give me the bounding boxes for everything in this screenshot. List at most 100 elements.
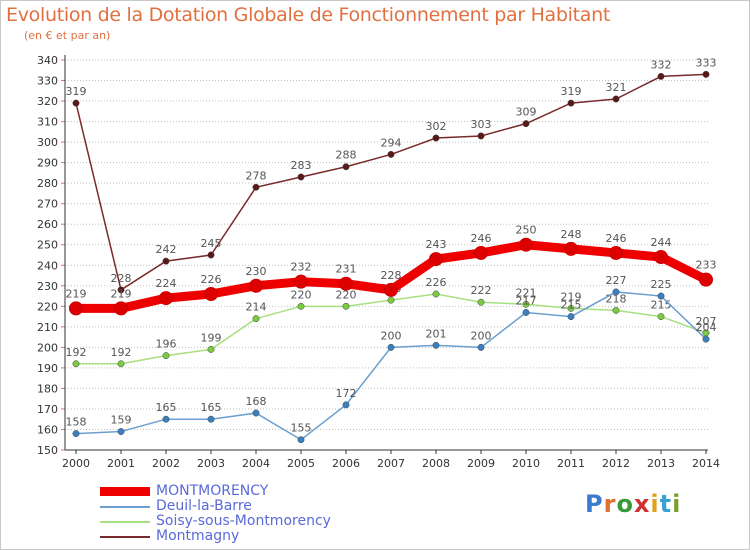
data-point	[252, 315, 260, 323]
x-tick-label: 2008	[422, 457, 450, 470]
x-tick-label: 2014	[692, 457, 720, 470]
data-label: 215	[651, 299, 672, 312]
x-tick-label: 2001	[107, 457, 135, 470]
data-point	[387, 343, 395, 351]
data-label: 332	[651, 58, 672, 71]
data-point	[564, 241, 578, 256]
data-label: 220	[336, 288, 357, 301]
data-point	[252, 183, 260, 191]
data-label: 244	[651, 236, 672, 249]
data-point	[72, 430, 80, 438]
data-label: 321	[606, 81, 627, 94]
y-tick-label: 310	[37, 116, 58, 129]
data-label: 226	[201, 273, 222, 286]
data-label: 159	[111, 414, 132, 427]
legend-swatch	[100, 520, 150, 523]
data-label: 214	[246, 301, 267, 314]
data-point	[567, 304, 575, 312]
data-label: 207	[696, 315, 717, 328]
data-label: 250	[516, 224, 537, 237]
data-label: 283	[291, 159, 312, 172]
data-point	[204, 287, 218, 301]
data-label: 242	[156, 243, 177, 256]
data-point	[432, 290, 440, 298]
data-point	[342, 401, 350, 409]
data-label: 168	[246, 395, 267, 408]
data-point	[657, 292, 665, 300]
data-point	[159, 291, 173, 306]
data-point	[612, 95, 620, 103]
y-tick-label: 150	[37, 444, 58, 457]
x-tick-label: 2007	[377, 457, 405, 470]
data-point	[567, 313, 575, 321]
data-point	[519, 237, 533, 252]
data-label: 303	[471, 118, 492, 131]
data-label: 232	[291, 261, 312, 274]
y-tick-label: 200	[37, 341, 58, 354]
data-label: 245	[201, 237, 222, 250]
data-point	[387, 150, 395, 158]
data-label: 228	[381, 269, 402, 282]
data-point	[612, 288, 620, 296]
legend-swatch	[100, 487, 150, 496]
legend-label: MONTMORENCY	[156, 483, 269, 499]
series-line-1	[75, 291, 707, 441]
data-point	[387, 296, 395, 304]
data-label: 309	[516, 106, 537, 119]
legend-label: Deuil-la-Barre	[156, 498, 252, 514]
y-tick-label: 160	[37, 423, 58, 436]
x-tick-label: 2009	[467, 457, 495, 470]
data-point	[249, 278, 263, 293]
data-point	[297, 173, 305, 181]
data-label: 199	[201, 331, 222, 344]
data-label: 319	[66, 85, 87, 98]
data-point	[207, 251, 215, 259]
data-point	[432, 341, 440, 349]
y-tick-label: 280	[37, 177, 58, 190]
data-point	[477, 343, 485, 351]
x-tick-label: 2010	[512, 457, 540, 470]
data-label: 158	[66, 416, 87, 429]
chart-title: Evolution de la Dotation Globale de Fonc…	[6, 4, 611, 26]
data-label: 201	[426, 327, 447, 340]
y-tick-label: 320	[37, 95, 58, 108]
y-tick-label: 270	[37, 198, 58, 211]
data-point	[699, 272, 713, 287]
legend-item: MONTMORENCY	[100, 484, 331, 499]
data-point	[609, 245, 623, 260]
y-tick-label: 190	[37, 362, 58, 375]
x-tick-label: 2002	[152, 457, 180, 470]
y-tick-label: 230	[37, 280, 58, 293]
data-point	[72, 99, 80, 107]
data-point	[522, 300, 530, 308]
data-label: 200	[381, 329, 402, 342]
legend-swatch	[100, 505, 150, 508]
x-tick-label: 2011	[557, 457, 585, 470]
legend-item: Montmagny	[100, 529, 331, 544]
data-label: 155	[291, 422, 312, 435]
data-label: 233	[696, 259, 717, 272]
x-tick-label: 2005	[287, 457, 315, 470]
data-point	[117, 286, 125, 294]
data-label: 228	[111, 272, 132, 285]
data-label: 278	[246, 169, 267, 182]
data-label: 246	[606, 232, 627, 245]
data-label: 333	[696, 56, 717, 69]
data-label: 226	[426, 276, 447, 289]
chart-subtitle: (en € et par an)	[24, 29, 111, 42]
data-point	[297, 436, 305, 444]
data-label: 165	[201, 401, 222, 414]
data-label: 215	[561, 299, 582, 312]
y-tick-label: 250	[37, 239, 58, 252]
data-label: 225	[651, 278, 672, 291]
data-label: 219	[66, 287, 87, 300]
data-point	[117, 428, 125, 435]
y-tick-label: 240	[37, 259, 58, 272]
data-label: 204	[696, 321, 717, 334]
legend-swatch	[100, 535, 150, 538]
data-point	[207, 345, 215, 353]
data-point	[702, 335, 710, 343]
data-label: 217	[516, 294, 537, 307]
y-tick-label: 180	[37, 382, 58, 395]
data-point	[702, 70, 710, 78]
